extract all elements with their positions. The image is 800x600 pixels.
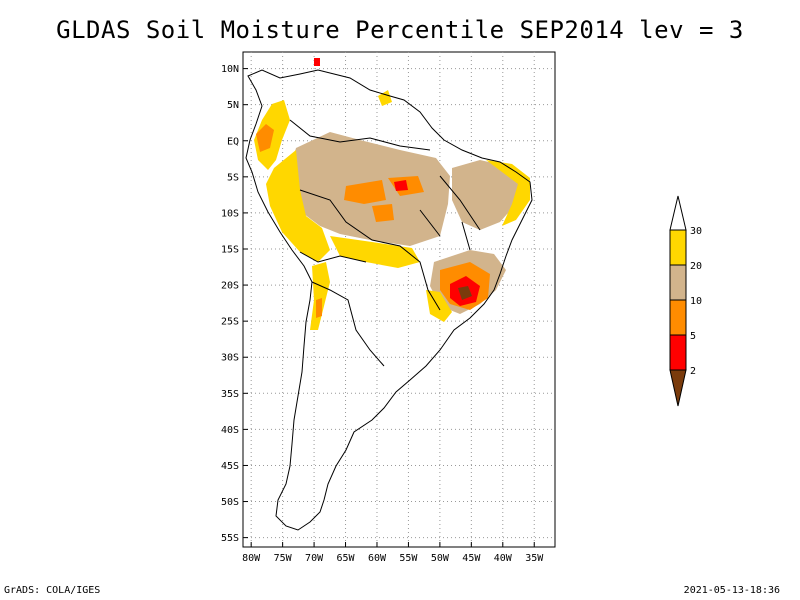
colorbar-above-30 [669,195,687,231]
lat-tick-label: 10N [221,64,239,75]
shading-red-central [394,180,408,191]
lon-tick-label: 40W [494,553,513,564]
lat-tick-label: 40S [221,425,239,436]
percentile-shading [254,58,530,330]
shading-orange-ecuador [256,124,274,152]
border-northern [289,119,431,151]
lon-tick-label: 55W [399,553,418,564]
lat-tick-label: 55S [221,533,239,544]
shading-yellow-amazon-west [266,150,330,262]
lat-tick-label: 20S [221,281,239,292]
border-brazil-west [299,189,441,311]
axis-ticks [243,68,535,547]
shading-yellow-northeast [486,160,530,226]
colorbar-label-20: 20 [690,261,702,272]
lat-tick-label: 50S [221,497,239,508]
colorbar-2-5 [669,334,687,371]
lon-tick-label: 35W [525,553,544,564]
border-andes-east [311,281,385,367]
shading-orange-central-3 [372,204,394,222]
lon-tick-label: 50W [431,553,450,564]
lon-tick-label: 70W [305,553,324,564]
lon-tick-label: 75W [274,553,293,564]
colorbar-below-2 [669,369,687,407]
lat-tick-label: 25S [221,317,239,328]
lat-tick-label: 35S [221,389,239,400]
lat-tick-label: 5S [227,172,239,183]
shading-red-north [314,58,320,66]
colorbar: 30 20 10 5 2 [669,195,702,407]
border-peru-bolivia [299,251,367,263]
colorbar-10-20 [669,264,687,301]
lon-tick-label: 45W [462,553,481,564]
lon-tick-label: 60W [368,553,387,564]
lat-tick-label: 15S [221,244,239,255]
shading-orange-andes [316,298,322,318]
colorbar-20-30 [669,229,687,266]
shading-yellow-guianas [378,90,392,106]
shading-brown-southeast [458,286,472,300]
lat-tick-label: 45S [221,461,239,472]
shading-orange-central-1 [344,180,386,204]
colorbar-label-10: 10 [690,296,702,307]
south-america-coastline [245,69,533,531]
shading-yellow-andes [310,262,330,330]
lat-tick-label: 5N [227,100,239,111]
map-frame [242,51,556,548]
colorbar-label-5: 5 [690,331,696,342]
border-brazil-states [419,175,481,251]
lat-tick-label: 30S [221,353,239,364]
grid-lines [243,52,555,547]
lon-tick-label: 80W [242,553,261,564]
footer-credit: GrADS: COLA/IGES [4,585,101,596]
lon-tick-label: 65W [337,553,356,564]
colorbar-label-30: 30 [690,226,702,237]
lat-tick-label: 10S [221,208,239,219]
map-title: GLDAS Soil Moisture Percentile SEP2014 l… [56,16,744,44]
longitude-labels: 80W 75W 70W 65W 60W 55W 50W 45W 40W 35W [242,553,544,564]
lat-tick-label: EQ [227,136,239,147]
footer-timestamp: 2021-05-13-18:36 [683,585,780,596]
colorbar-label-2: 2 [690,366,696,377]
shading-yellow-amazon-south [330,236,420,268]
colorbar-5-10 [669,299,687,336]
latitude-labels: 10N 5N EQ 5S 10S 15S 20S 25S 30S 35S 40S 45S 50S 55S [221,64,239,544]
shading-tan-northeast [452,160,520,230]
coastlines-and-borders [245,69,533,531]
